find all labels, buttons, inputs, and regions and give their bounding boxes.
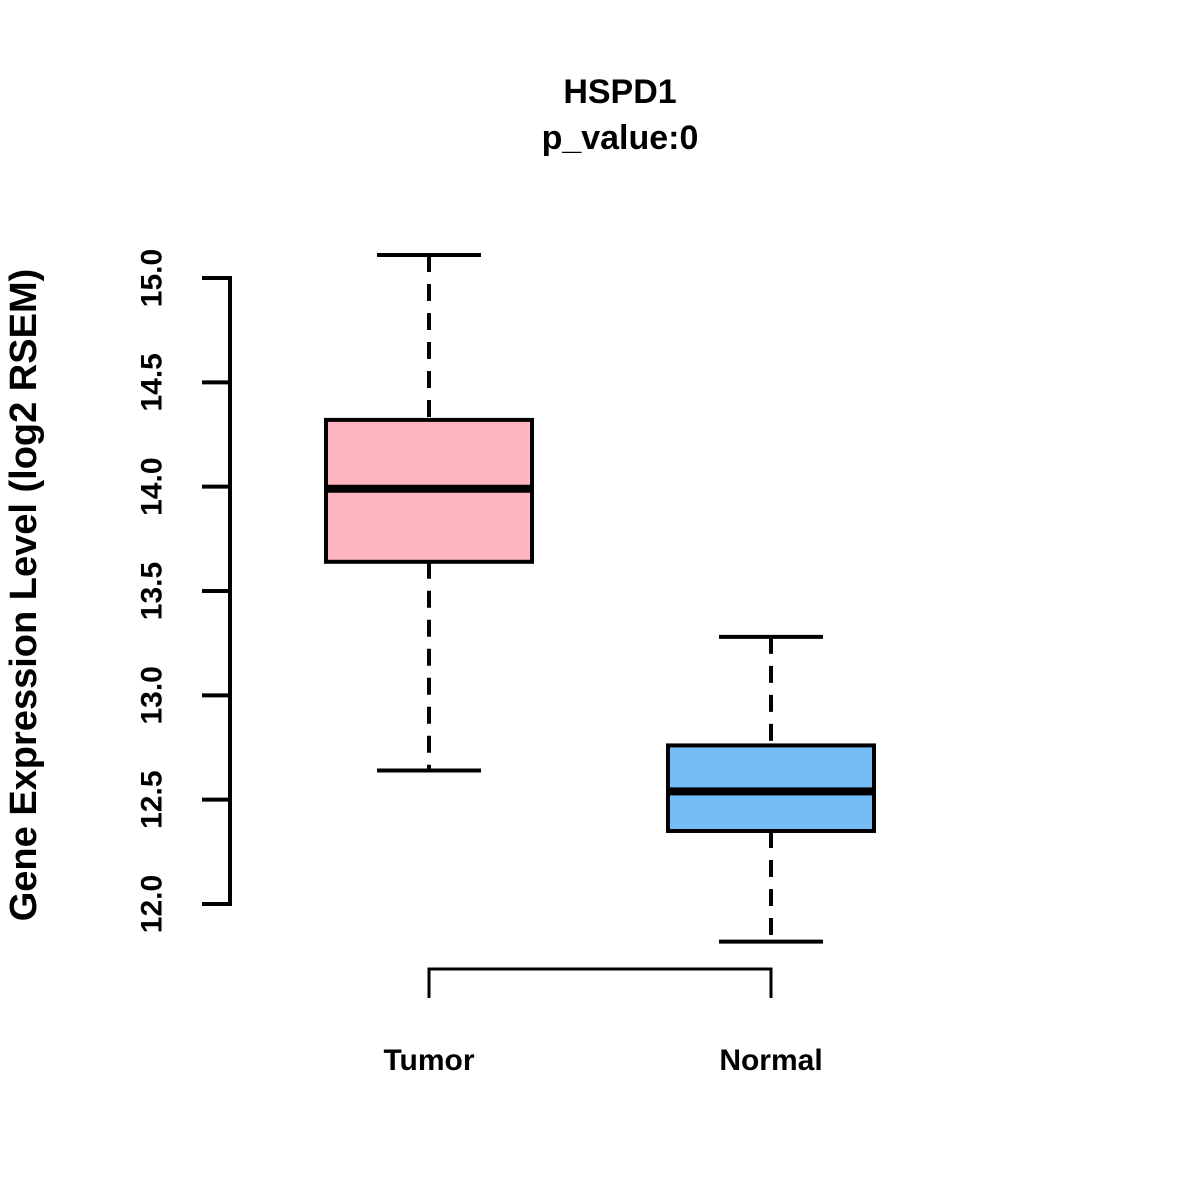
y-axis-tick-label: 12.0 [136, 875, 169, 933]
chart-subtitle-pvalue: p_value:0 [541, 119, 699, 157]
y-axis-tick-label: 12.5 [136, 770, 169, 828]
x-category-label-normal: Normal [719, 1044, 823, 1077]
comparison-bracket [427, 967, 773, 998]
chart-title: HSPD1 [563, 73, 677, 111]
y-axis-tick-label: 15.0 [136, 249, 169, 307]
y-axis-tick-label: 14.5 [136, 353, 169, 411]
y-axis-tick-label: 13.0 [136, 666, 169, 724]
x-category-label-tumor: Tumor [383, 1044, 475, 1077]
y-axis-tick-label: 13.5 [136, 562, 169, 620]
y-axis-tick-label: 14.0 [136, 457, 169, 515]
